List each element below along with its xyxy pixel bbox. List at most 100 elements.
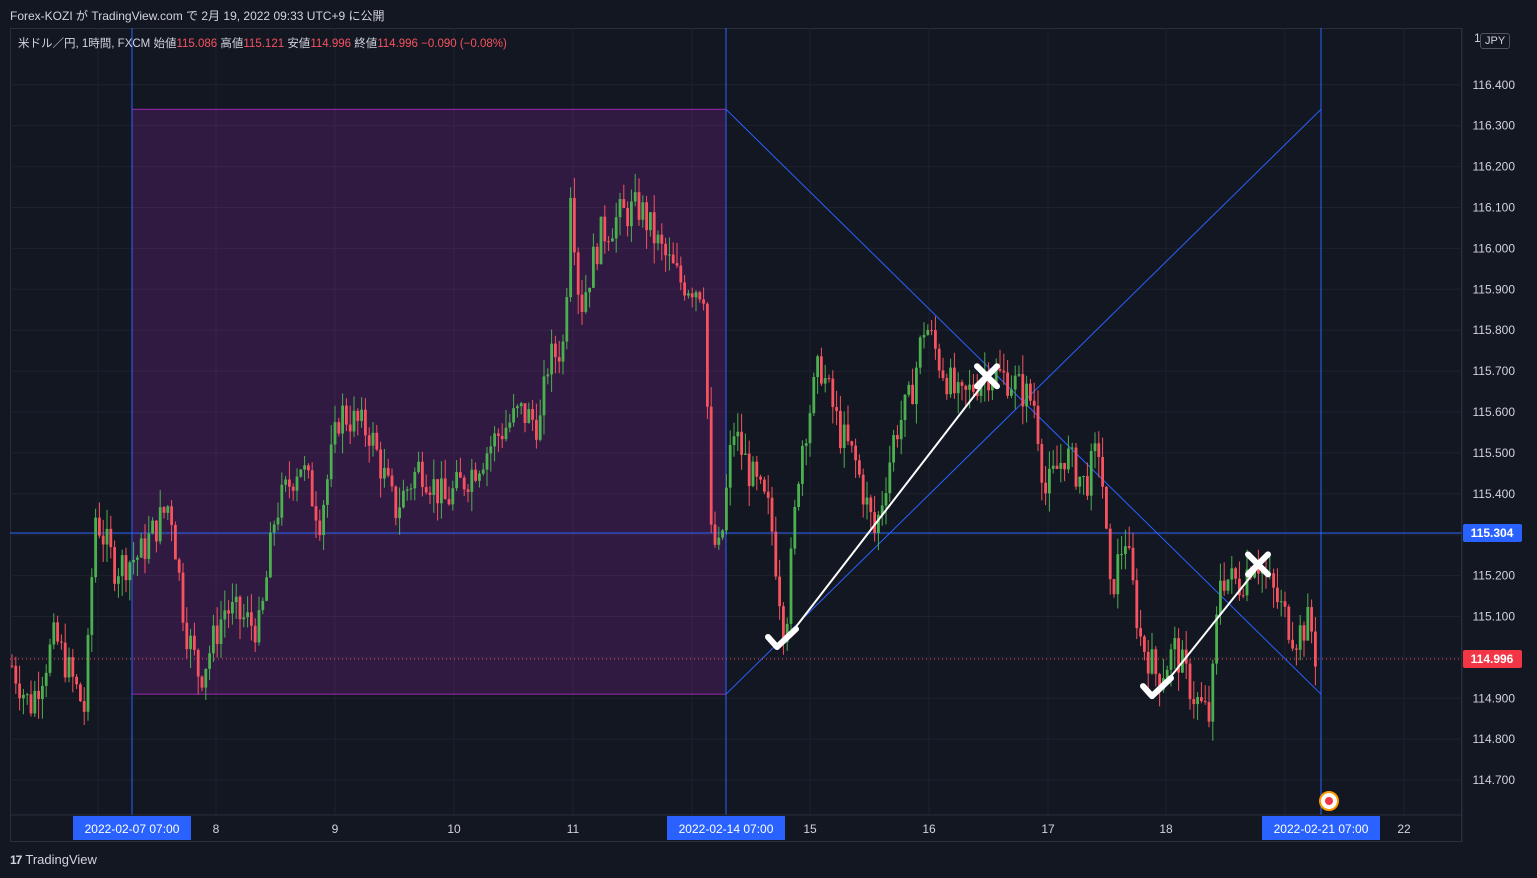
candle-body — [303, 465, 306, 470]
candle-body — [618, 199, 622, 218]
candle-body — [132, 559, 135, 563]
candle-body — [447, 499, 451, 505]
candle-body — [1139, 628, 1142, 637]
candle-body — [531, 409, 534, 420]
symbol-label[interactable]: 米ドル／円, 1時間, FXCM — [18, 38, 151, 50]
candle-body — [333, 422, 337, 445]
candle-body — [371, 432, 375, 446]
candle-body — [367, 435, 371, 446]
candle-body — [835, 407, 838, 411]
candle-body — [451, 488, 455, 505]
candle-body — [778, 576, 781, 607]
candle-body — [29, 694, 33, 714]
candle-body — [975, 391, 979, 396]
candle-body — [1241, 595, 1245, 597]
candle-body — [269, 532, 272, 578]
candle-body — [641, 202, 645, 220]
candle-body — [1078, 476, 1082, 487]
candle-body — [671, 254, 675, 264]
candle-body — [766, 491, 770, 498]
candle-body — [1101, 457, 1104, 487]
candle-body — [519, 403, 523, 407]
candle-body — [436, 479, 439, 504]
candle-body — [1063, 462, 1066, 470]
candle-body — [823, 378, 827, 384]
candle-body — [455, 472, 458, 489]
candle-body — [877, 514, 880, 534]
candle-body — [485, 453, 489, 470]
candle-body — [481, 469, 485, 474]
currency-button[interactable]: JPY — [1480, 33, 1511, 49]
candle-body — [25, 694, 29, 696]
candle-body — [250, 612, 253, 626]
candle-body — [1093, 443, 1097, 452]
candle-body — [200, 676, 204, 688]
footer-brand[interactable]: TradingView — [25, 852, 97, 867]
candle-body — [1173, 638, 1177, 650]
candle-body — [903, 394, 907, 421]
candle-body — [793, 506, 797, 549]
candle-body — [109, 528, 113, 548]
candle-body — [854, 445, 857, 461]
candle-body — [956, 382, 960, 394]
candle-body — [789, 548, 793, 624]
candle-body — [493, 433, 496, 447]
candle-body — [440, 478, 443, 504]
candle-body — [1226, 579, 1230, 591]
candle-body — [1029, 383, 1032, 401]
candle-body — [307, 465, 310, 471]
candle-body — [1188, 663, 1192, 700]
candle-body — [972, 384, 975, 392]
candle-body — [390, 475, 394, 487]
candle-body — [337, 422, 341, 434]
candle-body — [1036, 405, 1040, 445]
candle-body — [1146, 651, 1150, 674]
candle-body — [1234, 568, 1237, 579]
candle-body — [744, 453, 747, 455]
candle-body — [630, 201, 633, 227]
candle-body — [227, 610, 230, 614]
candle-body — [1002, 370, 1006, 373]
candle-body — [44, 672, 48, 686]
candle-body — [329, 444, 333, 480]
published-info: Forex-KOZI が TradingView.com で 2月 19, 20… — [10, 9, 385, 23]
candle-body — [280, 484, 284, 518]
price-tick-label: 115.500 — [1473, 446, 1516, 460]
time-highlight-bg — [667, 816, 785, 840]
time-highlight-label: 2022-02-14 07:00 — [679, 822, 774, 836]
candle-body — [33, 690, 37, 714]
candle-body — [1055, 465, 1059, 469]
candle-body — [725, 487, 728, 531]
candle-body — [687, 293, 690, 296]
candle-body — [1158, 674, 1161, 690]
candle-body — [1059, 462, 1063, 469]
candle-body — [785, 623, 789, 643]
price-tick-label: 114.800 — [1473, 732, 1516, 746]
candle-body — [831, 378, 835, 408]
candle-body — [816, 356, 819, 378]
candle-body — [322, 504, 325, 536]
candle-body — [421, 461, 424, 488]
candle-body — [1177, 638, 1180, 673]
candle-body — [314, 506, 318, 521]
candle-body — [1203, 701, 1207, 703]
candle-body — [1070, 447, 1074, 449]
time-highlight-label: 2022-02-21 07:00 — [1274, 822, 1369, 836]
price-tick-label: 115.100 — [1473, 609, 1516, 623]
candle-body — [538, 415, 542, 440]
candle-body — [614, 217, 618, 239]
price-tick-label: 115.900 — [1473, 282, 1516, 296]
candle-body — [136, 557, 139, 560]
candle-body — [675, 263, 679, 266]
candle-body — [569, 197, 572, 298]
candle-body — [288, 479, 291, 487]
candle-body — [48, 644, 52, 673]
candle-body — [10, 665, 14, 667]
candle-body — [18, 683, 21, 699]
candle-body — [284, 479, 287, 485]
candle-body — [1306, 607, 1310, 641]
candle-body — [295, 476, 299, 491]
candle-body — [755, 461, 759, 477]
price-tick-label: 115.700 — [1473, 364, 1516, 378]
